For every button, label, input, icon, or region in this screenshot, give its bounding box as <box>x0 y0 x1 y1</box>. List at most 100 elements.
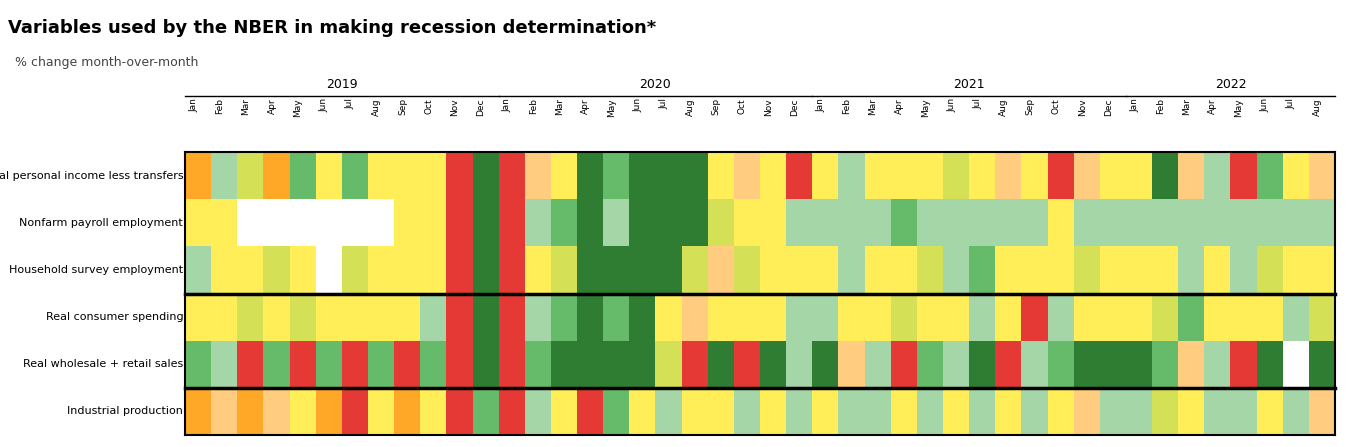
Bar <box>812 388 838 435</box>
Bar <box>1230 246 1257 294</box>
Bar <box>1074 152 1099 199</box>
Bar <box>368 152 395 199</box>
Bar <box>1204 152 1230 199</box>
Bar <box>1021 246 1048 294</box>
Bar <box>342 246 368 294</box>
Bar <box>943 388 968 435</box>
Bar <box>1230 152 1257 199</box>
Bar <box>812 152 838 199</box>
Bar <box>812 199 838 246</box>
Bar <box>498 152 525 199</box>
Bar <box>473 246 498 294</box>
Bar <box>185 294 211 341</box>
Bar <box>1099 388 1126 435</box>
Bar <box>1074 246 1099 294</box>
Text: % change month-over-month: % change month-over-month <box>15 56 198 69</box>
Text: Aug: Aug <box>686 98 695 116</box>
Bar <box>603 246 629 294</box>
Bar <box>968 294 995 341</box>
Bar <box>682 341 707 388</box>
Bar <box>342 199 368 246</box>
Text: Jul: Jul <box>660 98 668 109</box>
Bar <box>315 199 342 246</box>
Bar <box>1126 199 1152 246</box>
Bar <box>395 246 420 294</box>
Bar <box>838 388 865 435</box>
Bar <box>446 199 473 246</box>
Text: Feb: Feb <box>842 98 851 114</box>
Bar <box>577 341 603 388</box>
Bar <box>943 152 968 199</box>
Bar <box>968 152 995 199</box>
Bar <box>865 199 890 246</box>
Bar <box>395 199 420 246</box>
Bar <box>498 199 525 246</box>
Bar <box>1126 246 1152 294</box>
Bar <box>264 341 290 388</box>
Bar <box>890 294 917 341</box>
Bar <box>185 199 211 246</box>
Bar <box>237 294 264 341</box>
Bar <box>943 246 968 294</box>
Bar <box>968 246 995 294</box>
Bar <box>1309 199 1335 246</box>
Bar <box>838 152 865 199</box>
Text: Jan: Jan <box>816 98 826 112</box>
Bar <box>1282 152 1309 199</box>
Bar <box>787 294 812 341</box>
Text: Apr: Apr <box>894 98 904 114</box>
Bar <box>1021 388 1048 435</box>
Bar <box>707 388 734 435</box>
Bar <box>1230 388 1257 435</box>
Text: Jun: Jun <box>1261 98 1270 112</box>
Bar <box>760 341 787 388</box>
Bar <box>1021 199 1048 246</box>
Bar <box>812 246 838 294</box>
Bar <box>342 388 368 435</box>
Bar <box>995 246 1021 294</box>
Bar <box>315 152 342 199</box>
Bar <box>1152 246 1179 294</box>
Bar <box>917 199 943 246</box>
Bar <box>1282 294 1309 341</box>
Bar <box>420 341 446 388</box>
Text: Jan: Jan <box>502 98 512 112</box>
Bar <box>1099 246 1126 294</box>
Bar <box>917 341 943 388</box>
Bar <box>551 152 577 199</box>
Bar <box>629 199 656 246</box>
Bar <box>1099 199 1126 246</box>
Bar <box>446 388 473 435</box>
Text: Oct: Oct <box>738 98 748 114</box>
Bar <box>682 246 707 294</box>
Bar <box>498 388 525 435</box>
Bar <box>865 388 890 435</box>
Bar <box>1126 294 1152 341</box>
Bar <box>1204 199 1230 246</box>
Bar <box>1021 294 1048 341</box>
Bar <box>682 199 707 246</box>
Text: 2020: 2020 <box>640 78 671 91</box>
Bar <box>865 341 890 388</box>
Bar <box>995 152 1021 199</box>
Bar <box>787 152 812 199</box>
Text: May: May <box>1234 98 1243 117</box>
Bar <box>185 341 211 388</box>
Text: May: May <box>294 98 303 117</box>
Bar <box>760 199 787 246</box>
Bar <box>420 246 446 294</box>
Bar <box>498 294 525 341</box>
Bar <box>237 152 264 199</box>
Bar <box>264 294 290 341</box>
Bar <box>315 388 342 435</box>
Bar <box>1048 152 1074 199</box>
Bar <box>551 199 577 246</box>
Bar <box>315 294 342 341</box>
Bar <box>1126 152 1152 199</box>
Bar <box>707 199 734 246</box>
Bar <box>1152 388 1179 435</box>
Bar <box>577 246 603 294</box>
Bar <box>890 388 917 435</box>
Bar <box>473 341 498 388</box>
Bar <box>525 341 551 388</box>
